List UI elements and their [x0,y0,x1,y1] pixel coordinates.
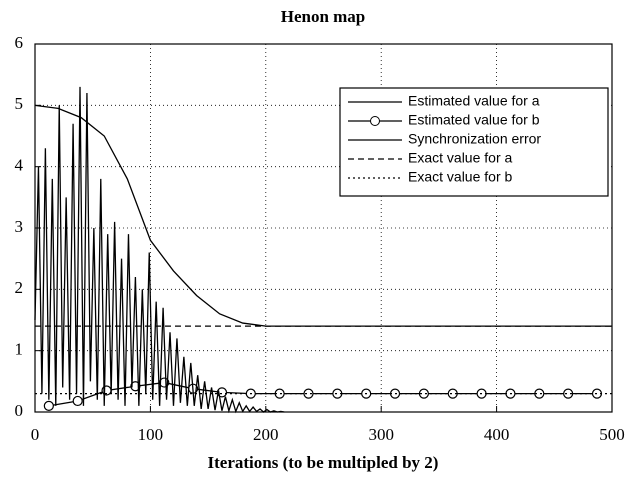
legend-marker [370,116,380,126]
plot-frame [34,43,613,413]
x-axis-label: Iterations (to be multipled by 2) [208,453,439,472]
legend: Estimated value for a Estimated value for… [339,87,609,197]
x-tick-label: 300 [368,425,394,444]
y-tick-label: 6 [15,33,24,52]
x-tick-label: 100 [138,425,164,444]
marker [447,388,458,399]
marker [303,388,314,399]
x-tick-label: 500 [599,425,625,444]
x-tick-label: 0 [31,425,40,444]
legend-label: Estimated value for b [408,112,540,128]
legend-label: Exact value for a [408,150,512,166]
series-line [34,86,285,414]
series-line [34,104,612,327]
marker [418,388,429,399]
legend-label: Exact value for b [408,169,512,185]
marker [534,388,545,399]
marker [563,388,574,399]
y-tick-label: 4 [15,156,24,175]
x-tick-label: 400 [484,425,510,444]
chart-title: Henon map [281,7,366,26]
y-tick-label: 1 [15,340,24,359]
legend-label: Estimated value for a [408,93,540,109]
y-tick-label: 2 [15,278,24,297]
marker [72,395,83,407]
legend-label: Synchronization error [408,131,541,147]
y-tick-label: 3 [15,217,24,236]
y-tick-label: 5 [15,94,24,113]
y-tick-label: 0 [15,401,24,420]
x-tick-label: 200 [253,425,279,444]
marker [43,400,54,411]
